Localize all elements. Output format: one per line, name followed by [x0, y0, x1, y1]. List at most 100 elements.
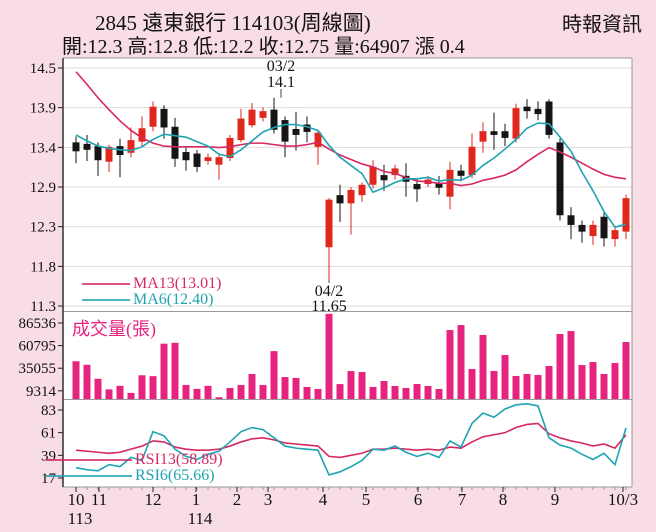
volume-bar [182, 384, 190, 399]
candle-body [545, 101, 553, 135]
volume-bar [237, 384, 245, 399]
candle-body [171, 126, 179, 159]
candle-body [303, 124, 311, 132]
ma6-label: MA6(12.40) [133, 291, 214, 308]
volume-bar [149, 376, 157, 399]
volume-bar [490, 370, 498, 399]
month-label: 5 [362, 490, 371, 509]
volume-bar [127, 392, 135, 399]
month-label: 2 [233, 490, 242, 509]
volume-bar [138, 375, 146, 399]
candle-body [72, 142, 80, 152]
volume-bar [160, 343, 168, 399]
rsi6-line-swatch [46, 475, 132, 477]
candle-body [567, 215, 575, 225]
volume-bar [446, 330, 454, 399]
plot-background [63, 58, 632, 487]
month-label: 6 [414, 490, 423, 509]
volume-bar [204, 385, 212, 399]
candle-body [391, 168, 399, 176]
month-label: 10 [68, 490, 85, 509]
ma6-line-swatch [82, 299, 130, 301]
volume-bar [281, 377, 289, 399]
volume-bar [248, 373, 256, 399]
ma6-legend-row: MA6(12.40) [82, 292, 221, 308]
price-tick-label: 11.8 [30, 259, 56, 275]
volume-bar [501, 354, 509, 399]
candle-body [380, 175, 388, 181]
volume-bar [270, 351, 278, 399]
price-tick-label: 12.9 [30, 180, 56, 196]
month-label: 10/3 [608, 490, 638, 509]
volume-bar [479, 334, 487, 399]
volume-bar [347, 371, 355, 399]
volume-bar [105, 389, 113, 399]
volume-bar [424, 386, 432, 399]
rsi-tick-label: 61 [41, 426, 56, 442]
candle-body [259, 111, 267, 118]
volume-bar [325, 313, 333, 399]
month-label: 11 [91, 490, 107, 509]
candle-body [501, 131, 509, 138]
rsi6-label: RSI6(65.66) [135, 467, 215, 484]
candle-body [457, 170, 465, 176]
candle-body [490, 131, 498, 135]
rsi-tick-label: 83 [41, 403, 56, 419]
chart-title: 2845 遠東銀行 114103(周線圖) [95, 11, 371, 35]
candle-body [105, 146, 113, 162]
candle-body [347, 189, 355, 204]
ma6-line [75, 122, 627, 229]
month-label: 9 [551, 490, 560, 509]
volume-bar [303, 386, 311, 399]
candle-body [325, 199, 333, 248]
high-annotation-date: 03/2 [267, 58, 295, 75]
candle-body [479, 131, 487, 142]
candle-body [204, 157, 212, 161]
candle-body [435, 183, 443, 188]
ma13-legend-row: MA13(13.01) [82, 276, 221, 292]
ma13-line [75, 71, 627, 187]
volume-bar [83, 364, 91, 399]
price-tick-label: 13.9 [30, 101, 56, 117]
volume-bar [259, 384, 267, 399]
year-label: 114 [188, 509, 213, 528]
candle-body [292, 128, 300, 135]
ma-legend: MA13(13.01) MA6(12.40) [82, 276, 221, 308]
candle-body [622, 198, 630, 232]
volume-bar [578, 365, 586, 399]
rsi6-legend-row: RSI6(65.66) [46, 468, 223, 484]
month-label: 12 [145, 490, 162, 509]
volume-bar [402, 388, 410, 399]
price-tick-label: 13.4 [30, 140, 57, 156]
data-source-label: 時報資訊 [562, 14, 642, 36]
volume-bar [193, 388, 201, 399]
month-label: 7 [458, 490, 467, 509]
quote-line: 開:12.3 高:12.8 低:12.2 收:12.75 量:64907 漲 0… [62, 36, 465, 58]
candle-body [578, 224, 586, 232]
candle-body [226, 137, 234, 158]
volume-bar [611, 362, 619, 399]
candle-body [611, 230, 619, 240]
candle-body [358, 184, 366, 196]
volume-bar [545, 365, 553, 399]
rsi13-line-swatch [46, 459, 132, 461]
volume-bar [171, 342, 179, 399]
month-label: 8 [499, 490, 508, 509]
candle-body [534, 108, 542, 115]
candle-body [369, 166, 377, 185]
volume-bar [391, 386, 399, 399]
volume-bar [556, 334, 564, 399]
volume-bar [226, 388, 234, 399]
volume-bar [457, 325, 465, 399]
rsi6-line [75, 403, 627, 476]
volume-tick-label: 35055 [19, 361, 57, 377]
volume-bar [292, 377, 300, 399]
rsi13-legend-row: RSI13(58.89) [46, 452, 223, 468]
candle-body [314, 132, 322, 147]
volume-bar [534, 375, 542, 399]
volume-bar [512, 375, 520, 399]
month-label: 3 [264, 490, 273, 509]
volume-bar [369, 386, 377, 399]
volume-tick-label: 9314 [26, 384, 57, 400]
